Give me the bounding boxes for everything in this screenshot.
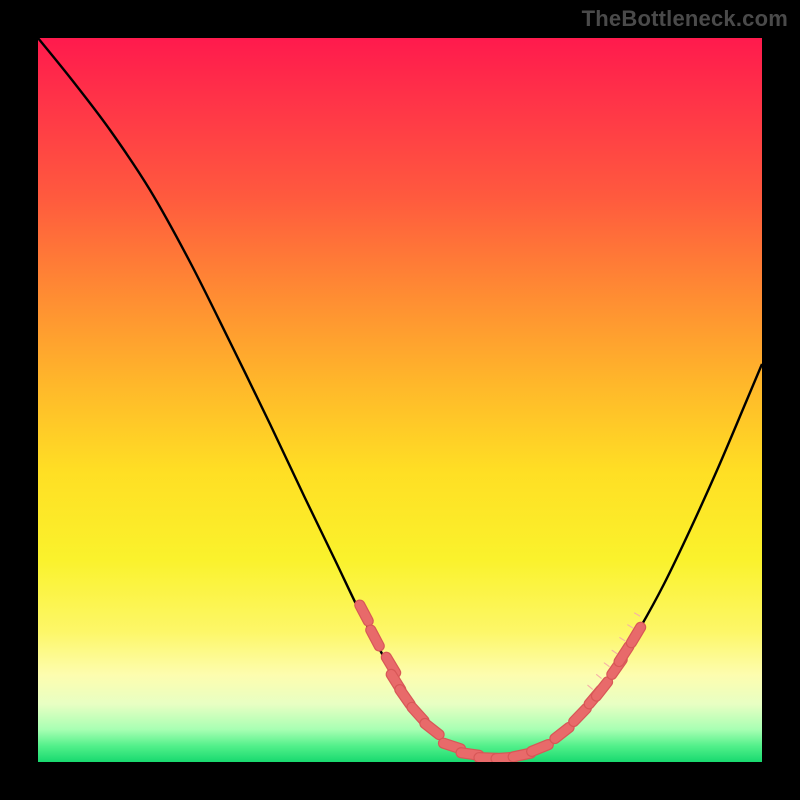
- bottleneck-chart: [0, 0, 800, 800]
- watermark-text: TheBottleneck.com: [582, 6, 788, 32]
- plot-background: [38, 38, 762, 762]
- chart-frame: TheBottleneck.com: [0, 0, 800, 800]
